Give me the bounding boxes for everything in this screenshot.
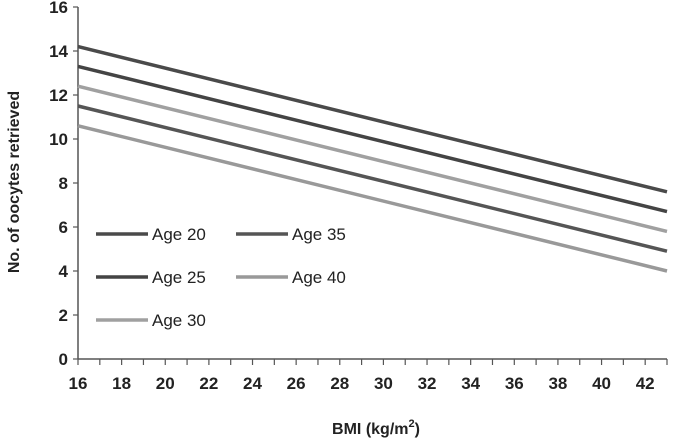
legend-label: Age 35 (292, 225, 346, 244)
series-line-age-40 (77, 124, 668, 273)
x-tick-label: 26 (287, 374, 306, 393)
x-tick-label: 28 (330, 374, 349, 393)
series-line-age-20 (77, 44, 668, 194)
series-line-age-30 (77, 84, 668, 234)
series-line-age-25 (77, 64, 668, 214)
y-tick-label: 12 (49, 86, 68, 105)
legend-label: Age 40 (292, 268, 346, 287)
y-tick-label: 16 (49, 0, 68, 17)
legend-item-age-25: Age 25 (96, 268, 206, 287)
y-tick-label: 2 (59, 306, 68, 325)
legend-label: Age 30 (152, 311, 206, 330)
x-tick-label: 18 (112, 374, 131, 393)
legend-item-age-40: Age 40 (236, 268, 346, 287)
x-tick-label: 38 (548, 374, 567, 393)
legend-label: Age 25 (152, 268, 206, 287)
x-tick-label: 42 (636, 374, 655, 393)
axes (77, 7, 667, 360)
x-tick-label: 20 (156, 374, 175, 393)
x-ticks: 16 18 20 22 24 26 28 30 32 34 36 38 40 42 (69, 359, 668, 393)
y-tick-label: 0 (59, 350, 68, 369)
y-axis-title: No. of oocytes retrieved (6, 91, 23, 273)
y-ticks: 0 2 4 6 8 10 12 14 16 (49, 0, 78, 369)
x-tick-label: 24 (243, 374, 262, 393)
series-lines (77, 44, 668, 273)
y-tick-label: 10 (49, 130, 68, 149)
x-axis-title: BMI (kg/m2) (332, 418, 420, 438)
x-tick-label: 22 (199, 374, 218, 393)
x-tick-label: 30 (374, 374, 393, 393)
y-tick-label: 14 (49, 42, 68, 61)
legend: Age 20 Age 25 Age 30 Age 35 Age 40 (96, 225, 346, 330)
x-tick-label: 16 (69, 374, 88, 393)
x-tick-label: 36 (505, 374, 524, 393)
legend-item-age-20: Age 20 (96, 225, 206, 244)
series-line-age-35 (77, 104, 668, 253)
legend-item-age-30: Age 30 (96, 311, 206, 330)
y-tick-label: 6 (59, 218, 68, 237)
legend-label: Age 20 (152, 225, 206, 244)
x-tick-label: 40 (592, 374, 611, 393)
legend-item-age-35: Age 35 (236, 225, 346, 244)
y-tick-label: 4 (59, 262, 69, 281)
x-tick-label: 34 (461, 374, 480, 393)
y-tick-label: 8 (59, 174, 68, 193)
x-tick-label: 32 (418, 374, 437, 393)
